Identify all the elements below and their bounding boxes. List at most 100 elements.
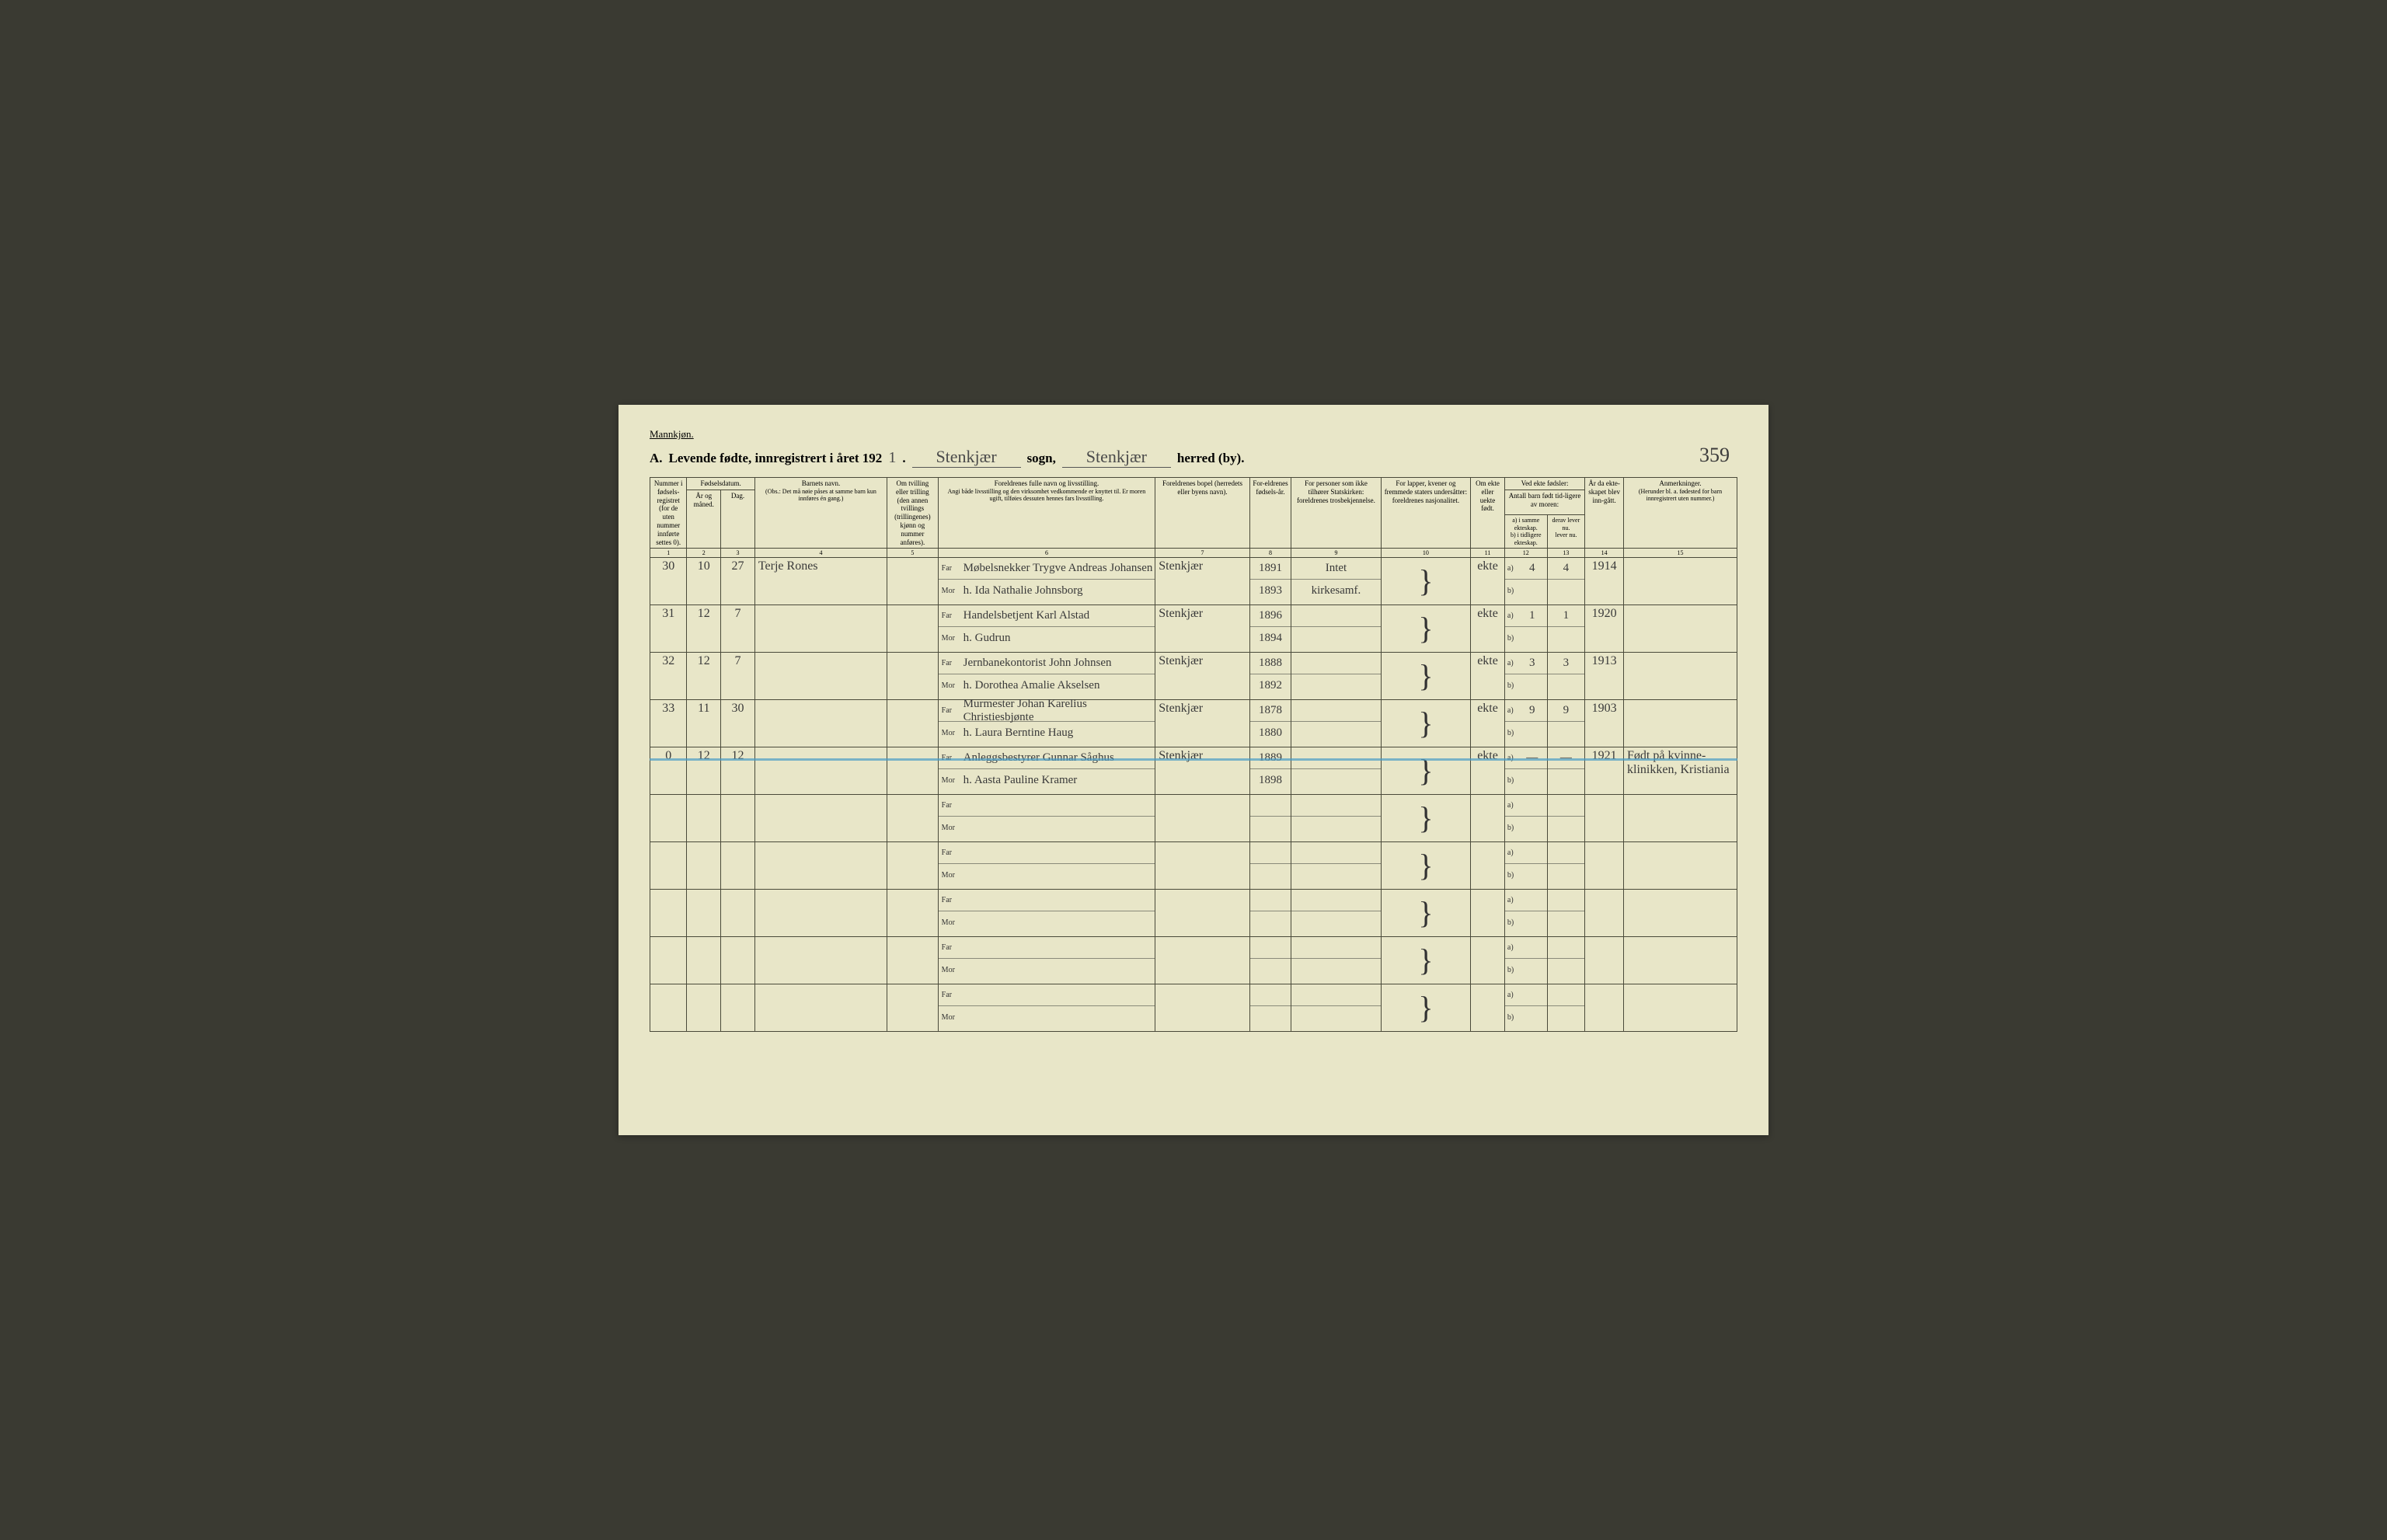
cell-parents: FarMurmester Johan Karelius Christiesbjø… — [938, 700, 1155, 747]
cell-bopel — [1155, 984, 1250, 1032]
cell-birthyears — [1249, 795, 1291, 842]
tros-mor — [1291, 722, 1380, 744]
cell-marriage-year — [1585, 890, 1624, 937]
cell-month: 12 — [687, 747, 721, 795]
far-year — [1250, 890, 1291, 911]
col-header-12: a) i samme ekteskap. b) i tidligere ekte… — [1504, 515, 1547, 549]
tros-mor — [1291, 864, 1380, 886]
col-header-7: Foreldrenes bopel (herredets eller byens… — [1155, 478, 1250, 549]
cell-day: 30 — [721, 700, 755, 747]
cell-marriage-year: 1914 — [1585, 558, 1624, 605]
cell-parents: FarMor — [938, 795, 1155, 842]
a-lever — [1548, 890, 1585, 911]
mor-year: 1894 — [1250, 627, 1291, 649]
cell-month — [687, 795, 721, 842]
a-same: 9 — [1518, 704, 1547, 717]
cell-marriage-year: 1913 — [1585, 653, 1624, 700]
col-header-13: derav lever nu. lever nu. — [1547, 515, 1585, 549]
cell-month: 12 — [687, 653, 721, 700]
cell-nasj: } — [1381, 605, 1470, 653]
cell-num — [650, 795, 687, 842]
b-lever — [1548, 911, 1585, 933]
cell-tros: Intetkirkesamf. — [1291, 558, 1381, 605]
cell-parents: FarAnleggsbestyrer Gunnar SåghusMorh. Aa… — [938, 747, 1155, 795]
col-header-10: For lapper, kvener og fremmede staters u… — [1381, 478, 1470, 549]
a-same: 3 — [1518, 657, 1547, 670]
tros-mor — [1291, 769, 1380, 791]
cell-month — [687, 842, 721, 890]
tros-far: Intet — [1291, 558, 1380, 580]
col-header-1: Nummer i fødsels-registret (for de uten … — [650, 478, 687, 549]
cell-num — [650, 890, 687, 937]
cell-tros — [1291, 653, 1381, 700]
far-year — [1250, 842, 1291, 864]
cell-twin — [887, 984, 939, 1032]
colnum-6: 6 — [938, 549, 1155, 558]
cell-nasj: } — [1381, 937, 1470, 984]
cell-remarks: Født på kvinne-klinikken, Kristiania — [1624, 747, 1737, 795]
tros-mor — [1291, 911, 1380, 933]
cell-children-same: a)—b) — [1504, 747, 1547, 795]
cell-tros — [1291, 747, 1381, 795]
col-header-4: Barnets navn. (Obs.: Det må nøie påses a… — [754, 478, 887, 549]
cell-child — [754, 937, 887, 984]
mor-label: Mor — [939, 1013, 960, 1022]
cell-ekte — [1471, 795, 1505, 842]
far-year: 1878 — [1250, 700, 1291, 722]
cell-children-lever: 4 — [1547, 558, 1585, 605]
col-header-6: Foreldrenes fulle navn og livsstilling. … — [938, 478, 1155, 549]
cell-day: 7 — [721, 605, 755, 653]
cell-nasj: } — [1381, 890, 1470, 937]
cell-marriage-year — [1585, 984, 1624, 1032]
b-lever — [1548, 959, 1585, 981]
column-number-row: 1 2 3 4 5 6 7 8 9 10 11 12 13 14 15 — [650, 549, 1737, 558]
table-row: FarMor}a)b) — [650, 984, 1737, 1032]
cell-ekte: ekte — [1471, 653, 1505, 700]
tros-mor — [1291, 1006, 1380, 1028]
b-lever — [1548, 1006, 1585, 1028]
herred-label: herred (by). — [1177, 451, 1245, 466]
cell-bopel — [1155, 937, 1250, 984]
col-header-8: For-eldrenes fødsels-år. — [1249, 478, 1291, 549]
mor-text: h. Laura Berntine Haug — [960, 726, 1155, 740]
cell-child: Terje Rones — [754, 558, 887, 605]
cell-children-same: a)4b) — [1504, 558, 1547, 605]
a-lever: 1 — [1548, 605, 1585, 627]
cell-children-lever — [1547, 937, 1585, 984]
mor-text: h. Dorothea Amalie Akselsen — [960, 679, 1155, 692]
cell-ekte: ekte — [1471, 605, 1505, 653]
cell-parents: FarMor — [938, 937, 1155, 984]
cell-children-lever — [1547, 795, 1585, 842]
cell-num: 30 — [650, 558, 687, 605]
cell-children-lever: — — [1547, 747, 1585, 795]
a-lever — [1548, 984, 1585, 1006]
birth-register-table: Nummer i fødsels-registret (for de uten … — [650, 477, 1737, 1032]
cell-child — [754, 842, 887, 890]
cell-nasj: } — [1381, 984, 1470, 1032]
cell-nasj: } — [1381, 558, 1470, 605]
table-header: Nummer i fødsels-registret (for de uten … — [650, 478, 1737, 558]
cell-children-lever: 3 — [1547, 653, 1585, 700]
col-header-15-note: (Herunder bl. a. fødested for barn innre… — [1626, 488, 1734, 503]
cell-num: 0 — [650, 747, 687, 795]
cell-day — [721, 984, 755, 1032]
cell-children-same: a)b) — [1504, 890, 1547, 937]
cell-birthyears: 18781880 — [1249, 700, 1291, 747]
colnum-10: 10 — [1381, 549, 1470, 558]
far-year — [1250, 984, 1291, 1006]
col-header-12a: a) i samme ekteskap. — [1507, 517, 1545, 531]
cell-remarks — [1624, 605, 1737, 653]
cell-remarks — [1624, 700, 1737, 747]
colnum-15: 15 — [1624, 549, 1737, 558]
cell-ekte — [1471, 842, 1505, 890]
mor-year — [1250, 1006, 1291, 1028]
b-lever — [1548, 769, 1585, 791]
cell-marriage-year: 1920 — [1585, 605, 1624, 653]
colnum-14: 14 — [1585, 549, 1624, 558]
sogn-value: Stenkjær — [912, 447, 1021, 468]
far-label: Far — [939, 943, 960, 952]
cell-children-same: a)b) — [1504, 795, 1547, 842]
col-header-2-group: Fødselsdatum. — [687, 478, 755, 490]
tros-far — [1291, 795, 1380, 817]
cell-bopel: Stenkjær — [1155, 605, 1250, 653]
